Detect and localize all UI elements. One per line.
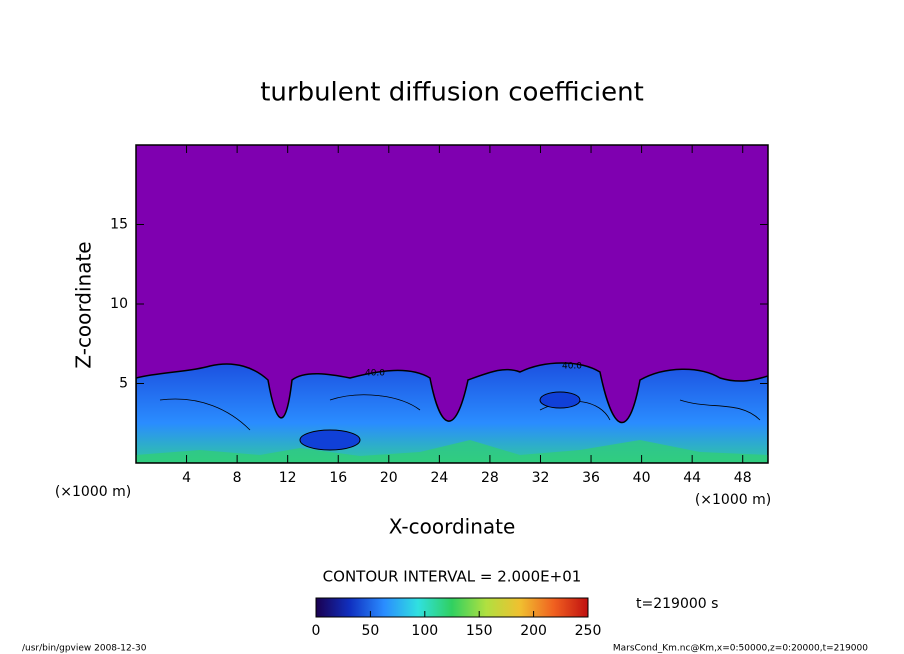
- x-tick-label: 36: [582, 470, 600, 486]
- y-tick-label: 15: [110, 217, 128, 233]
- y-unit: (×1000 m): [55, 484, 131, 500]
- x-tick-label: 8: [233, 470, 242, 486]
- y-axis-label: Z-coordinate: [72, 241, 96, 368]
- x-tick-label: 32: [532, 470, 550, 486]
- y-tick-label: 5: [119, 376, 128, 392]
- x-tick-label: 24: [430, 470, 448, 486]
- contour-interval: CONTOUR INTERVAL = 2.000E+01: [323, 568, 582, 586]
- x-unit: (×1000 m): [695, 492, 771, 508]
- colorbar: [315, 597, 589, 618]
- footer-right: MarsCond_Km.nc@Km,x=0:50000,z=0:20000,t=…: [613, 644, 868, 654]
- x-tick-label: 16: [329, 470, 347, 486]
- x-tick-label: 4: [182, 470, 191, 486]
- colorbar-tick-label: 100: [411, 623, 438, 639]
- colorbar-tick-label: 50: [361, 623, 379, 639]
- x-tick-label: 12: [279, 470, 297, 486]
- footer-left: /usr/bin/gpview 2008-12-30: [22, 644, 147, 654]
- colorbar-tick-label: 0: [312, 623, 321, 639]
- colorbar-tick-label: 200: [520, 623, 547, 639]
- time-label: t=219000 s: [636, 596, 718, 612]
- x-tick-label: 20: [380, 470, 398, 486]
- colorbar-tick-label: 150: [466, 623, 493, 639]
- x-tick-label: 40: [633, 470, 651, 486]
- x-tick-label: 28: [481, 470, 499, 486]
- x-axis-label: X-coordinate: [389, 515, 516, 539]
- contour-label: 40.0: [562, 362, 582, 372]
- chart-title: turbulent diffusion coefficient: [260, 78, 644, 108]
- field-lower: [136, 362, 768, 463]
- contour-label: 40.0: [365, 369, 385, 379]
- x-tick-label: 48: [734, 470, 752, 486]
- colorbar-tick-label: 250: [575, 623, 602, 639]
- y-tick-label: 10: [110, 296, 128, 312]
- x-tick-label: 44: [683, 470, 701, 486]
